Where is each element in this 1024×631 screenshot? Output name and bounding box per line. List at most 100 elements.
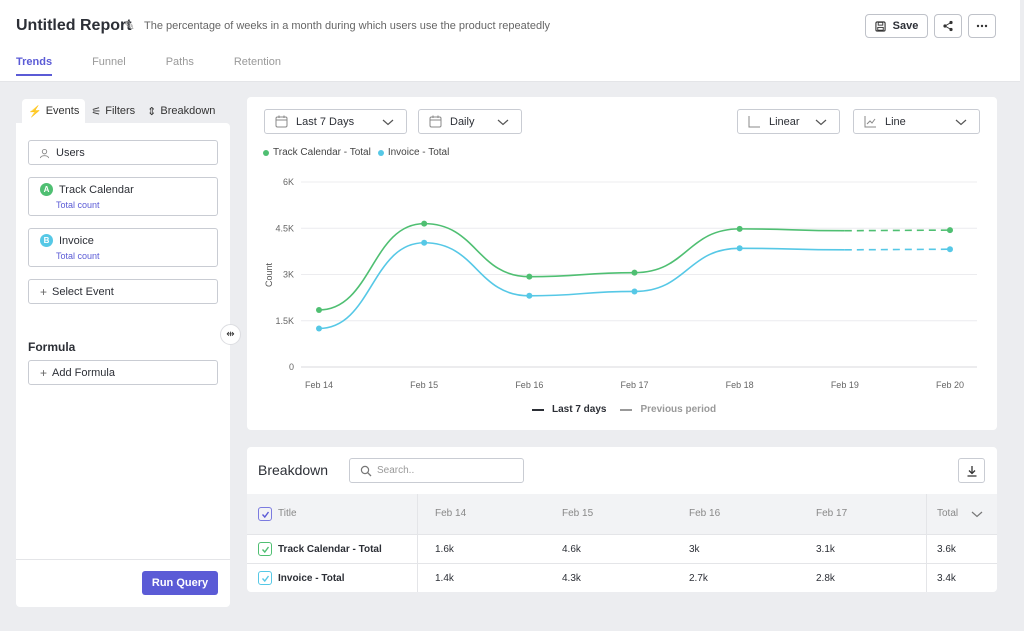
save-button[interactable]: Save (865, 14, 928, 38)
table-header: Title Feb 14 Feb 15 Feb 16 Feb 17 Total (247, 494, 997, 534)
table-row: Invoice - Total 1.4k 4.3k 2.7k 2.8k 3.4k (247, 563, 997, 592)
query-builder-tabs: ⚡ Events ⚟ Filters ⇕ Breakdown (22, 99, 221, 123)
chart-panel: Last 7 Days Daily Linear Line Track Cale… (247, 97, 997, 430)
column-header-date[interactable]: Feb 16 (689, 508, 721, 519)
scale-dropdown[interactable]: Linear (737, 109, 840, 134)
tab-filters[interactable]: ⚟ Filters (85, 99, 141, 123)
data-point (736, 245, 743, 252)
data-point (526, 292, 533, 299)
data-point (421, 220, 428, 227)
check-icon (261, 511, 269, 518)
event-aggregation[interactable]: Total count (56, 200, 100, 210)
data-point (526, 273, 533, 280)
pencil-icon[interactable]: ✎ (124, 18, 135, 33)
event-item-b[interactable]: B Invoice Total count (28, 228, 218, 267)
resize-arrows-icon: ⇹ (226, 329, 235, 340)
report-tabs: Trends Funnel Paths Retention (16, 56, 321, 76)
tab-breakdown[interactable]: ⇕ Breakdown (141, 99, 221, 123)
chart-type-dropdown[interactable]: Line (853, 109, 980, 134)
column-header-title[interactable]: Title (278, 508, 297, 519)
solid-line-swatch (532, 408, 544, 411)
interval-dropdown[interactable]: Daily (418, 109, 522, 134)
run-query-button[interactable]: Run Query (142, 571, 218, 595)
column-header-date[interactable]: Feb 15 (562, 508, 594, 519)
report-header: Untitled Report ✎ The percentage of week… (0, 0, 1020, 82)
plus-icon: + (40, 365, 48, 380)
tab-paths[interactable]: Paths (165, 56, 194, 68)
add-formula-button[interactable]: + Add Formula (28, 360, 218, 385)
tab-retention[interactable]: Retention (233, 56, 281, 68)
chevron-down-icon (497, 119, 509, 126)
y-tick-label: 4.5K (275, 223, 294, 233)
event-aggregation[interactable]: Total count (56, 251, 100, 261)
select-all-checkbox[interactable] (258, 507, 272, 521)
event-name: Invoice (59, 234, 94, 247)
download-icon (967, 465, 976, 477)
table-cell: 3.1k (816, 544, 835, 555)
breakdown-panel: Breakdown Search.. Title Feb 14 Feb 15 F… (247, 447, 997, 592)
chevron-down-icon (382, 119, 394, 126)
tab-trends[interactable]: Trends (16, 56, 53, 76)
legend-item-track-calendar[interactable]: Track Calendar - Total (263, 147, 371, 158)
bolt-icon: ⚡ (28, 105, 42, 118)
event-name: Track Calendar (59, 183, 134, 196)
download-button[interactable] (958, 458, 985, 483)
panel-divider (16, 559, 230, 560)
data-point (947, 227, 953, 234)
column-header-date[interactable]: Feb 14 (435, 508, 467, 519)
floppy-disk-icon (875, 20, 886, 32)
legend-label: Invoice - Total (387, 147, 450, 158)
sliders-icon: ⚟ (91, 105, 102, 118)
date-range-dropdown[interactable]: Last 7 Days (264, 109, 407, 134)
trend-line-chart: 6K 4.5K 3K 1.5K 0 Feb 14 Feb 15 Feb 16 Feb 17 Feb… (264, 177, 977, 390)
data-point (421, 239, 428, 246)
chart-type-value: Line (885, 115, 906, 128)
tab-funnel[interactable]: Funnel (92, 56, 126, 68)
users-selector[interactable]: Users (28, 140, 218, 165)
share-button[interactable] (934, 14, 962, 38)
search-icon (360, 465, 372, 476)
column-header-date[interactable]: Feb 17 (816, 508, 848, 519)
column-header-total[interactable]: Total (937, 508, 959, 519)
row-checkbox[interactable] (258, 542, 272, 556)
table-cell: 1.6k (435, 544, 454, 555)
event-item-a[interactable]: A Track Calendar Total count (28, 177, 218, 216)
check-icon (261, 546, 269, 553)
resize-handle[interactable]: ⇹ (220, 324, 241, 345)
x-tick-label: Feb 15 (410, 380, 438, 390)
ellipsis-icon (976, 24, 988, 28)
more-options-button[interactable] (968, 14, 996, 38)
y-tick-label: 3K (283, 270, 294, 280)
query-builder-panel: Users A Track Calendar Total count B Inv… (16, 123, 230, 607)
date-range-value: Last 7 Days (296, 115, 355, 128)
series-legend: Track Calendar - Total Invoice - Total (263, 147, 456, 158)
dashed-line-swatch (620, 408, 633, 411)
calendar-icon (275, 115, 288, 128)
chevron-down-icon (815, 119, 827, 126)
select-event-button[interactable]: + Select Event (28, 279, 218, 304)
y-tick-label: 0 (289, 362, 294, 372)
data-point (736, 225, 743, 232)
x-tick-label: Feb 17 (620, 380, 648, 390)
row-title: Invoice - Total (278, 573, 345, 584)
chevron-down-icon (955, 119, 967, 126)
share-icon (943, 20, 953, 32)
legend-item-invoice[interactable]: Invoice - Total (377, 147, 450, 158)
series-line-projected (844, 229, 951, 232)
table-cell-total: 3.6k (937, 544, 956, 555)
y-tick-label: 1.5K (275, 316, 294, 326)
save-button-label: Save (892, 20, 919, 32)
breakdown-search-input[interactable]: Search.. (349, 458, 524, 483)
period-legend-current: Last 7 days (532, 404, 606, 415)
tab-events[interactable]: ⚡ Events (22, 99, 86, 123)
table-cell: 4.6k (562, 544, 581, 555)
add-formula-label: Add Formula (52, 367, 115, 379)
column-divider (926, 494, 927, 592)
x-tick-label: Feb 14 (305, 380, 333, 390)
chevron-down-icon[interactable] (971, 508, 983, 520)
row-checkbox[interactable] (258, 571, 272, 585)
legend-swatch (377, 149, 384, 156)
calendar-icon (429, 115, 442, 128)
data-point (631, 288, 638, 295)
report-title[interactable]: Untitled Report (16, 17, 132, 34)
